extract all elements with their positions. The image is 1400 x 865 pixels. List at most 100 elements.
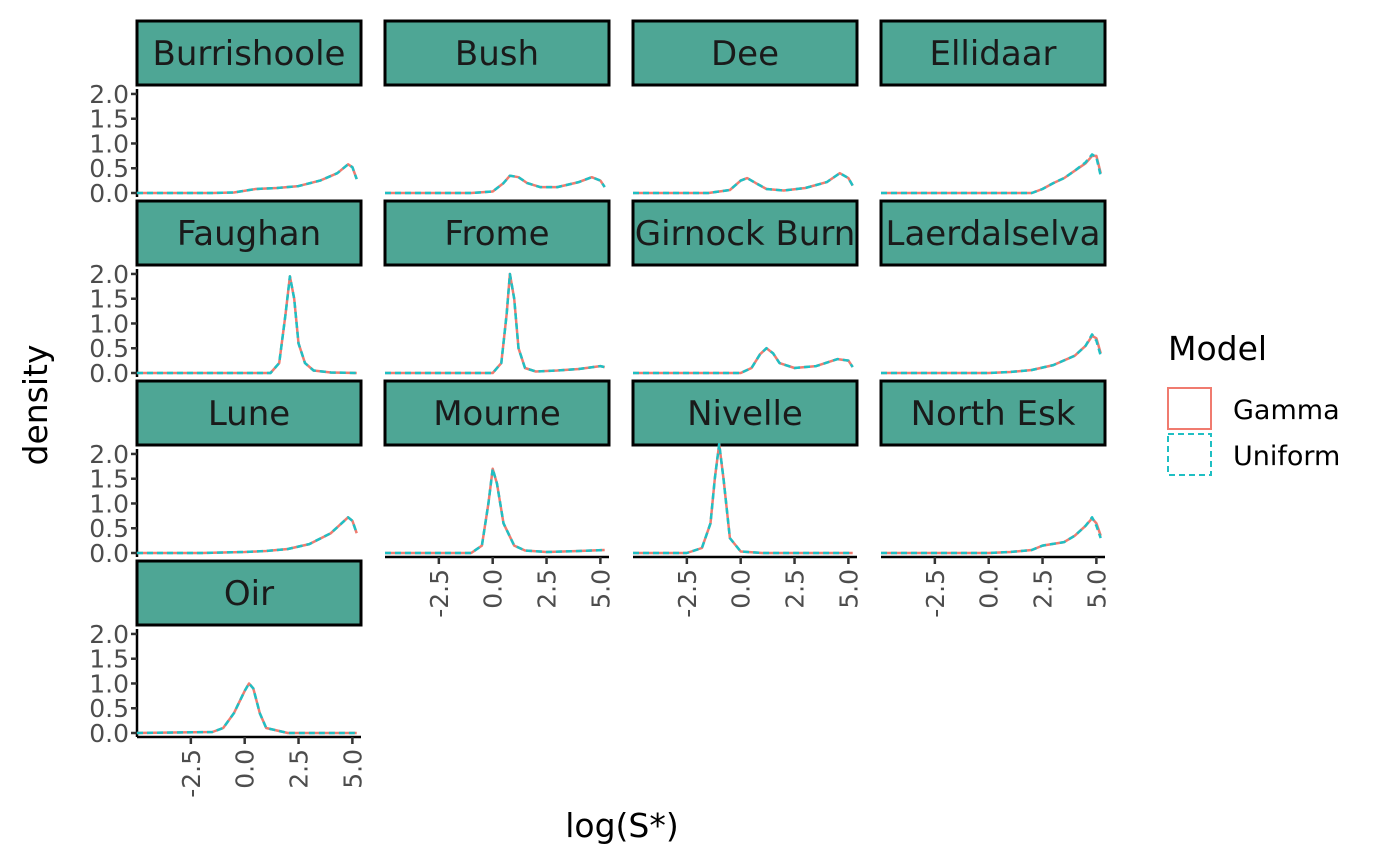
y-tick-label-oir-4: 2.0 (89, 620, 129, 649)
strip-label-frome: Frome (444, 214, 549, 254)
density-line-north-esk-uniform (881, 516, 1102, 555)
strip-label-nivelle: Nivelle (687, 394, 803, 434)
density-line-frome-gamma (385, 272, 605, 375)
y-tick-label-burrishoole-2: 1.0 (89, 129, 129, 158)
y-tick-label-faughan-1: 0.5 (89, 334, 129, 363)
density-line-mourne-gamma (385, 467, 605, 555)
panel-burrishoole: Burrishoole 0.00.51.01.52.0 (89, 19, 363, 208)
x-tick-label-oir-3: 5.0 (338, 749, 367, 789)
strip-oir (135, 559, 363, 627)
x-tick-label-oir-1: 0.0 (231, 749, 260, 789)
density-line-oir-uniform (136, 682, 357, 735)
density-line-oir-gamma (136, 682, 357, 735)
y-tick-label-lune-0: 0.0 (89, 539, 129, 568)
density-line-north-esk-gamma (881, 517, 1102, 555)
panel-ellidaar: Ellidaar (879, 19, 1107, 195)
density-line-laerdalselva-gamma (881, 334, 1102, 375)
panel-nivelle: Nivelle -2.5 0.0 2.5 5.0 (631, 379, 863, 618)
x-tick-label-mourne-0: -2.5 (425, 569, 454, 618)
legend-key-uniform (1167, 433, 1212, 476)
x-tick-label-oir-2: 2.5 (285, 749, 314, 789)
density-line-ellidaar-uniform (881, 153, 1102, 195)
panel-lune: Lune 0.00.51.01.52.0 (89, 379, 363, 568)
y-axis-title: density (16, 345, 55, 466)
x-tick-label-nivelle-3: 5.0 (834, 569, 863, 609)
panel-north-esk: North Esk -2.5 0.0 2.5 5.0 (879, 379, 1111, 618)
legend: Model Gamma Uniform (1167, 329, 1340, 476)
x-tick-label-nivelle-2: 2.5 (781, 569, 810, 609)
y-tick-label-burrishoole-4: 2.0 (89, 80, 129, 109)
y-tick-label-faughan-3: 1.5 (89, 285, 129, 314)
density-line-faughan-gamma (137, 275, 357, 375)
strip-label-faughan: Faughan (177, 214, 321, 254)
strip-faughan (135, 199, 363, 267)
density-line-lune-gamma (137, 516, 358, 555)
legend-label-uniform: Uniform (1233, 441, 1340, 472)
density-line-nivelle-uniform (633, 442, 853, 555)
density-line-burrishoole-uniform (137, 163, 358, 195)
strip-girnock-burn (631, 199, 859, 267)
y-tick-label-oir-1: 0.5 (89, 694, 129, 723)
panel-laerdalselva: Laerdalselva (879, 199, 1107, 375)
y-tick-label-burrishoole-3: 1.5 (89, 105, 129, 134)
x-tick-label-mourne-3: 5.0 (586, 569, 615, 609)
y-tick-label-faughan-2: 1.0 (89, 309, 129, 338)
density-line-dee-uniform (633, 171, 854, 195)
x-tick-label-north-esk-1: 0.0 (975, 569, 1004, 609)
strip-frome (383, 199, 611, 267)
panel-frome: Frome (383, 199, 611, 375)
strip-label-girnock-burn: Girnock Burn (635, 214, 856, 254)
density-line-nivelle-gamma (633, 442, 853, 555)
strip-north-esk (879, 379, 1107, 447)
y-tick-label-burrishoole-0: 0.0 (89, 179, 129, 208)
density-line-burrishoole-gamma (137, 163, 358, 195)
panel-bush: Bush (383, 19, 611, 195)
strip-label-oir: Oir (224, 574, 274, 614)
x-tick-label-north-esk-3: 5.0 (1082, 569, 1111, 609)
strip-nivelle (631, 379, 859, 447)
x-tick-label-nivelle-0: -2.5 (673, 569, 702, 618)
y-tick-label-lune-1: 0.5 (89, 514, 129, 543)
x-tick-label-north-esk-2: 2.5 (1029, 569, 1058, 609)
panel-girnock-burn: Girnock Burn (631, 199, 859, 375)
x-tick-label-mourne-2: 2.5 (533, 569, 562, 609)
panel-mourne: Mourne -2.5 0.0 2.5 5.0 (383, 379, 615, 618)
density-line-lune-uniform (137, 516, 358, 555)
panel-dee: Dee (631, 19, 859, 195)
strip-lune (135, 379, 363, 447)
density-line-bush-uniform (385, 174, 606, 195)
strip-label-dee: Dee (711, 34, 779, 74)
y-tick-label-burrishoole-1: 0.5 (89, 154, 129, 183)
strip-label-lune: Lune (208, 394, 290, 434)
legend-label-gamma: Gamma (1233, 395, 1340, 426)
x-tick-label-north-esk-0: -2.5 (921, 569, 950, 618)
legend-key-gamma (1167, 387, 1212, 430)
y-tick-label-faughan-4: 2.0 (89, 260, 129, 289)
strip-burrishoole (135, 19, 363, 87)
strip-ellidaar (879, 19, 1107, 87)
strip-label-north-esk: North Esk (911, 394, 1076, 434)
strip-bush (383, 19, 611, 87)
y-tick-label-faughan-0: 0.0 (89, 359, 129, 388)
legend-title: Model (1168, 329, 1267, 368)
strip-label-ellidaar: Ellidaar (929, 34, 1056, 74)
y-tick-label-lune-4: 2.0 (89, 440, 129, 469)
x-tick-label-oir-0: -2.5 (177, 749, 206, 798)
strip-dee (631, 19, 859, 87)
density-line-laerdalselva-uniform (881, 333, 1102, 375)
density-line-faughan-uniform (137, 275, 357, 375)
y-tick-label-oir-0: 0.0 (89, 719, 129, 748)
y-tick-label-oir-3: 1.5 (89, 645, 129, 674)
strip-label-laerdalselva: Laerdalselva (886, 214, 1101, 254)
y-tick-label-lune-3: 1.5 (89, 465, 129, 494)
panel-faughan: Faughan 0.00.51.01.52.0 (89, 199, 363, 388)
density-line-girnock-burn-uniform (633, 346, 854, 375)
strip-label-bush: Bush (455, 34, 539, 74)
density-line-frome-uniform (385, 272, 605, 375)
strip-mourne (383, 379, 611, 447)
density-line-mourne-uniform (385, 467, 605, 555)
density-line-girnock-burn-gamma (633, 346, 854, 375)
x-tick-label-nivelle-1: 0.0 (727, 569, 756, 609)
